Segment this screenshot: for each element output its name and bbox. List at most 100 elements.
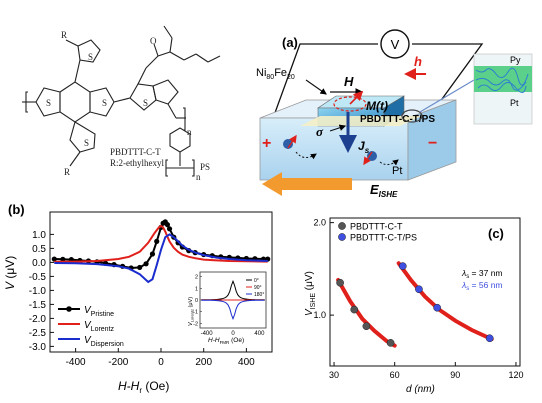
- polymer-subscript-n: n: [196, 172, 201, 182]
- plot-c-frame: [329, 217, 521, 367]
- thiophene-ring-top: [77, 39, 101, 63]
- y-tick-label: -0.5: [29, 272, 47, 283]
- plot-b-series: [51, 219, 271, 284]
- inset-py-label: Py: [510, 55, 521, 65]
- legend-marker: [338, 233, 346, 241]
- legend-marker: [338, 222, 346, 230]
- plot-b-legend: VPristine VLorentz VDispersion: [58, 305, 124, 348]
- legend-entry: PBDTTT-C-T: [350, 222, 403, 232]
- atom-label: S: [102, 98, 107, 108]
- legend-entry: VPristine: [84, 305, 114, 318]
- inset-ylabel: VLorentz (μV): [188, 297, 195, 326]
- atom-label: S: [46, 98, 51, 108]
- polymer-name: PBDTTT-C-T: [110, 147, 161, 157]
- ferromagnet-label: Ni80Fe20: [256, 67, 295, 81]
- data-point: [415, 285, 423, 294]
- inset-legend-label: 90°: [254, 285, 262, 291]
- inset-xlabel: H-HFMR (Oe): [208, 337, 244, 345]
- x-tick-label: -200: [108, 357, 128, 368]
- y-tick-label: 0.0: [32, 258, 46, 269]
- panel-b-label: (b): [8, 202, 25, 217]
- data-point: [143, 261, 149, 267]
- voltmeter-icon: [380, 29, 410, 59]
- magnetization-arrow: [349, 90, 364, 105]
- fit-curve: [396, 261, 494, 342]
- spin-current-label: Js: [358, 139, 370, 155]
- thiophene-ring-bottom: [69, 121, 96, 153]
- data-point: [164, 222, 171, 228]
- e-ishe-label: EISHE: [370, 182, 398, 199]
- inset-x-tick-label: -400: [201, 331, 214, 337]
- inset-legend-label: 180°: [254, 292, 264, 298]
- plus-sign: +: [262, 135, 271, 152]
- pt-label: Pt: [392, 165, 402, 177]
- zoom-circle: [401, 109, 423, 123]
- x-tick-label: -400: [66, 357, 86, 368]
- x-tick-label: 400: [238, 357, 255, 368]
- benzodithiophene-core: [59, 81, 91, 123]
- plot-c-xlabel: d (nm): [406, 384, 435, 395]
- y-tick-label: 2.0: [313, 218, 326, 228]
- x-tick-label: 60: [390, 370, 400, 380]
- polymer-subscript-n: n: [187, 127, 192, 137]
- data-point: [51, 256, 57, 262]
- styrene-ring: [169, 127, 191, 153]
- data-point: [60, 256, 66, 262]
- series-line-V_Lorentz: [54, 224, 268, 263]
- plot-b-axes: -400 -200 0 200 4001.00.50.0-0.5-1.0-1.5-2.0…: [29, 230, 255, 368]
- inset-pt-label: Pt: [510, 98, 519, 108]
- x-tick-label: 30: [329, 370, 339, 380]
- inset-y-tick-label: -1: [193, 310, 198, 316]
- field-h-label: h: [414, 54, 422, 69]
- data-point: [350, 305, 359, 314]
- ps-label: PS: [200, 162, 210, 172]
- film-label: PBDTTT-C-T/PS: [360, 114, 435, 125]
- magnetization-label: M(t): [366, 99, 388, 113]
- panel-c-label: (c): [488, 226, 504, 241]
- y-tick-label: 0.5: [32, 244, 46, 255]
- lambda-annotation: λs = 56 nm: [461, 280, 503, 292]
- organic-film-strip: [300, 116, 422, 126]
- molecule-labels: S S S S S O R R n n PBDTTT-C-T R:2-ethyl…: [46, 30, 210, 182]
- lambda-annotation: λs = 37 nm: [461, 268, 503, 280]
- y-tick-label: -2.5: [29, 328, 47, 339]
- sigma-label: σ: [316, 124, 324, 139]
- atom-label: O: [150, 36, 157, 46]
- plot-c-axes: 30 60 90 120 2.0 1.0: [313, 218, 523, 380]
- series-line-V_Dispersion: [54, 233, 268, 284]
- data-point: [398, 262, 407, 270]
- x-tick-label: 90: [450, 370, 460, 380]
- data-point: [137, 264, 143, 271]
- legend-marker: [66, 306, 72, 312]
- precession-orbit: [333, 96, 367, 112]
- inset-x-tick-label: 0: [231, 331, 235, 337]
- voltmeter-label: V: [391, 37, 400, 52]
- data-point: [166, 226, 173, 232]
- minus-sign: −: [428, 135, 437, 152]
- inset-curve: [201, 299, 265, 321]
- wire-left: [267, 43, 378, 133]
- inset-x-tick-label: 400: [254, 331, 265, 337]
- plot-c-ylabel: VISHE (μV): [304, 271, 317, 316]
- field-H-label: H: [344, 74, 354, 89]
- pt-front-face: [259, 117, 409, 181]
- r-group-label: R: [61, 30, 67, 40]
- inset-legend-label: 0°: [254, 278, 259, 284]
- legend-entry: PBDTTT-C-T/PS: [350, 233, 417, 243]
- plot-b-inset-content: -400 0 400 2 1 0 -1 -2 0°90°180°: [193, 275, 265, 337]
- panel-a-label: (a): [282, 35, 298, 50]
- atom-label: S: [84, 138, 89, 148]
- data-point: [485, 334, 494, 343]
- data-point: [336, 278, 344, 287]
- y-tick-label: -2.0: [29, 314, 47, 325]
- data-point: [433, 303, 441, 312]
- inset-y-tick-label: 1: [195, 286, 198, 292]
- y-tick-label: -1.5: [29, 300, 47, 311]
- legend-entry: VDispersion: [84, 335, 124, 348]
- chemical-structure: [22, 25, 221, 177]
- x-tick-label: 0: [158, 357, 164, 368]
- panel-a: (a) V Ni80Fe20 H h M(t) σ PBDTTT-C-T/PS …: [256, 29, 533, 199]
- film-morphology: [474, 66, 532, 92]
